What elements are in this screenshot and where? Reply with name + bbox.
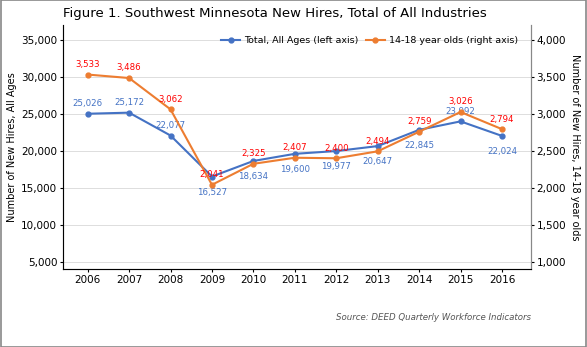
Text: 25,172: 25,172 (114, 98, 144, 107)
14-18 year olds (right axis) (333, 156, 340, 160)
Text: 3,486: 3,486 (117, 64, 141, 73)
14-18 year olds (right axis) (84, 73, 91, 77)
Total, All Ages (left axis) (208, 175, 215, 179)
14-18 year olds (right axis) (291, 156, 298, 160)
14-18 year olds (right axis) (126, 76, 133, 80)
Text: 3,062: 3,062 (158, 95, 183, 104)
Legend: Total, All Ages (left axis), 14-18 year olds (right axis): Total, All Ages (left axis), 14-18 year … (218, 32, 522, 49)
Y-axis label: Number of New Hires, All Ages: Number of New Hires, All Ages (7, 72, 17, 222)
Total, All Ages (left axis) (250, 159, 257, 163)
Text: 23,992: 23,992 (446, 107, 475, 116)
Text: 2,494: 2,494 (366, 137, 390, 146)
Total, All Ages (left axis) (333, 149, 340, 153)
Total, All Ages (left axis) (457, 119, 464, 124)
Total, All Ages (left axis) (498, 134, 505, 138)
Text: 22,024: 22,024 (487, 147, 517, 156)
Text: 20,647: 20,647 (363, 157, 393, 166)
14-18 year olds (right axis) (416, 130, 423, 134)
Line: 14-18 year olds (right axis): 14-18 year olds (right axis) (85, 72, 504, 187)
14-18 year olds (right axis) (208, 183, 215, 187)
Total, All Ages (left axis) (291, 152, 298, 156)
Line: Total, All Ages (left axis): Total, All Ages (left axis) (85, 110, 504, 179)
Total, All Ages (left axis) (84, 112, 91, 116)
14-18 year olds (right axis) (498, 127, 505, 131)
14-18 year olds (right axis) (374, 149, 381, 153)
14-18 year olds (right axis) (167, 107, 174, 111)
Text: 2,794: 2,794 (490, 115, 514, 124)
Text: 2,041: 2,041 (200, 170, 224, 179)
Text: 16,527: 16,527 (197, 188, 227, 197)
Total, All Ages (left axis) (416, 128, 423, 132)
Text: 2,759: 2,759 (407, 117, 431, 126)
Text: 2,325: 2,325 (241, 149, 266, 158)
Text: 3,533: 3,533 (75, 60, 100, 69)
Total, All Ages (left axis) (374, 144, 381, 148)
Text: Figure 1. Southwest Minnesota New Hires, Total of All Industries: Figure 1. Southwest Minnesota New Hires,… (63, 7, 487, 20)
Text: 25,026: 25,026 (73, 99, 103, 108)
Total, All Ages (left axis) (167, 134, 174, 138)
Y-axis label: Number of New Hires, 14-18 year olds: Number of New Hires, 14-18 year olds (570, 54, 580, 240)
Text: 19,977: 19,977 (321, 162, 351, 171)
14-18 year olds (right axis) (250, 162, 257, 166)
Text: 19,600: 19,600 (280, 165, 310, 174)
Text: 2,407: 2,407 (282, 143, 307, 152)
Total, All Ages (left axis) (126, 111, 133, 115)
14-18 year olds (right axis) (457, 110, 464, 114)
Text: 18,634: 18,634 (238, 172, 268, 181)
Text: 2,400: 2,400 (324, 144, 349, 153)
Text: 22,845: 22,845 (404, 141, 434, 150)
Text: Source: DEED Quarterly Workforce Indicators: Source: DEED Quarterly Workforce Indicat… (336, 313, 531, 322)
Text: 3,026: 3,026 (448, 98, 473, 107)
Text: 22,077: 22,077 (156, 121, 185, 130)
